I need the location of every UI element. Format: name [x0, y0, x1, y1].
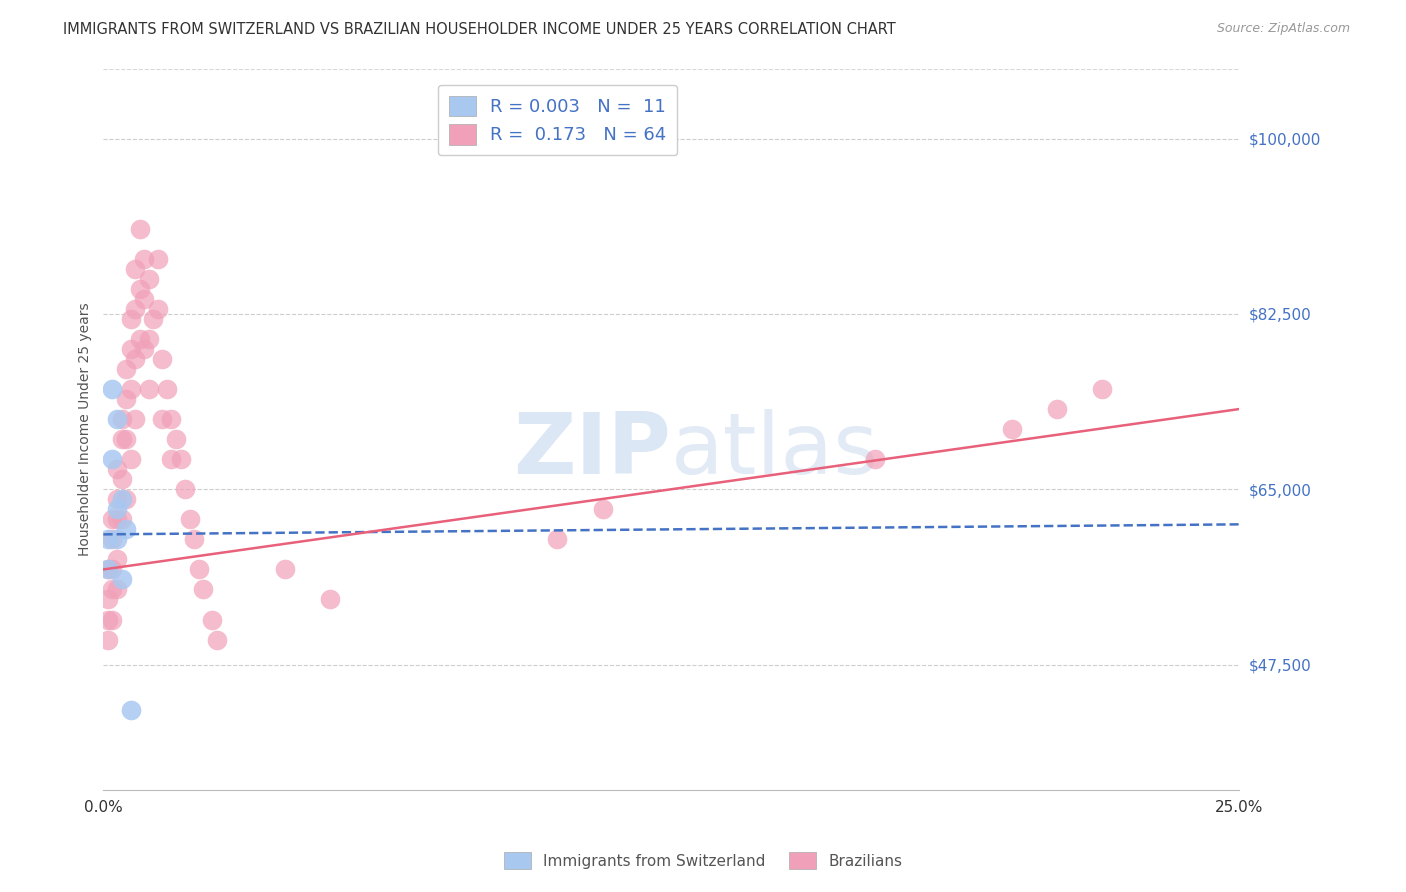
Point	[101, 512, 124, 526]
Point	[179, 512, 201, 526]
Point	[1000, 422, 1022, 436]
Point	[183, 533, 205, 547]
Point	[115, 362, 138, 376]
Point	[105, 512, 128, 526]
Point	[101, 382, 124, 396]
Point	[205, 632, 228, 647]
Point	[146, 301, 169, 316]
Point	[110, 432, 132, 446]
Point	[101, 452, 124, 467]
Point	[124, 261, 146, 276]
Point	[146, 252, 169, 266]
Point	[120, 342, 142, 356]
Point	[138, 272, 160, 286]
Point	[101, 562, 124, 576]
Point	[1091, 382, 1114, 396]
Point	[105, 492, 128, 507]
Point	[101, 533, 124, 547]
Point	[105, 462, 128, 476]
Point	[128, 282, 150, 296]
Point	[201, 613, 224, 627]
Point	[101, 582, 124, 597]
Point	[165, 432, 187, 446]
Text: atlas: atlas	[671, 409, 879, 492]
Point	[105, 412, 128, 426]
Legend: R = 0.003   N =  11, R =  0.173   N = 64: R = 0.003 N = 11, R = 0.173 N = 64	[437, 85, 678, 155]
Point	[110, 573, 132, 587]
Point	[97, 562, 120, 576]
Y-axis label: Householder Income Under 25 years: Householder Income Under 25 years	[79, 302, 93, 556]
Point	[105, 533, 128, 547]
Point	[128, 332, 150, 346]
Text: ZIP: ZIP	[513, 409, 671, 492]
Point	[142, 312, 165, 326]
Legend: Immigrants from Switzerland, Brazilians: Immigrants from Switzerland, Brazilians	[498, 846, 908, 875]
Point	[134, 292, 156, 306]
Point	[546, 533, 568, 547]
Point	[152, 352, 174, 367]
Point	[124, 412, 146, 426]
Point	[115, 492, 138, 507]
Point	[110, 492, 132, 507]
Point	[134, 342, 156, 356]
Point	[105, 582, 128, 597]
Text: IMMIGRANTS FROM SWITZERLAND VS BRAZILIAN HOUSEHOLDER INCOME UNDER 25 YEARS CORRE: IMMIGRANTS FROM SWITZERLAND VS BRAZILIAN…	[63, 22, 896, 37]
Point	[592, 502, 614, 516]
Point	[120, 312, 142, 326]
Point	[110, 512, 132, 526]
Point	[865, 452, 887, 467]
Point	[160, 412, 183, 426]
Point	[128, 222, 150, 236]
Point	[138, 332, 160, 346]
Point	[174, 483, 197, 497]
Point	[124, 352, 146, 367]
Point	[97, 632, 120, 647]
Point	[97, 613, 120, 627]
Point	[110, 412, 132, 426]
Point	[169, 452, 191, 467]
Point	[105, 502, 128, 516]
Point	[115, 392, 138, 406]
Point	[120, 703, 142, 717]
Point	[120, 382, 142, 396]
Point	[120, 452, 142, 467]
Point	[134, 252, 156, 266]
Point	[274, 562, 297, 576]
Point	[187, 562, 209, 576]
Point	[97, 562, 120, 576]
Point	[97, 533, 120, 547]
Point	[115, 522, 138, 536]
Point	[138, 382, 160, 396]
Point	[319, 592, 342, 607]
Point	[97, 592, 120, 607]
Point	[193, 582, 215, 597]
Text: Source: ZipAtlas.com: Source: ZipAtlas.com	[1216, 22, 1350, 36]
Point	[156, 382, 179, 396]
Point	[160, 452, 183, 467]
Point	[115, 432, 138, 446]
Point	[1046, 402, 1069, 417]
Point	[124, 301, 146, 316]
Point	[152, 412, 174, 426]
Point	[105, 552, 128, 566]
Point	[101, 613, 124, 627]
Point	[110, 472, 132, 486]
